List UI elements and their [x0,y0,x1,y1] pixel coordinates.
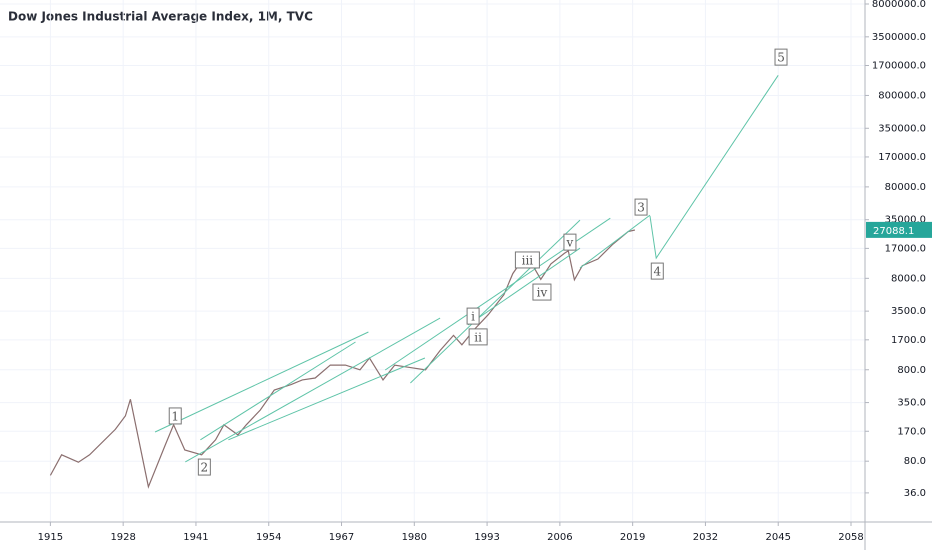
trend-line [228,357,426,441]
wave-label: iv [537,286,548,300]
x-tick-label: 1980 [402,532,427,543]
y-tick-label: 800.0 [897,365,926,376]
wave-box [468,328,488,346]
y-tick-label: 1700000.0 [872,61,926,72]
wave-box [168,407,182,425]
wave-label: 2 [201,461,209,475]
wave-box [774,48,788,66]
wave-label: 1 [171,409,179,423]
last-price-label: 27088.1 [873,226,914,237]
y-tick-label: 350.0 [897,398,926,409]
trend-line [384,217,611,371]
wave-label: v [566,236,574,250]
x-tick-label: 1954 [256,532,281,543]
y-tick-label: 17000.0 [885,243,926,254]
wave-box [563,233,577,251]
wave-label: 5 [777,51,785,65]
y-tick-label: 80.0 [904,456,926,467]
x-tick-label: 2045 [765,532,790,543]
trend-line [200,341,356,441]
y-tick-label: 35000.0 [885,215,926,226]
last-price-box [866,221,932,238]
y-tick-label: 3500.0 [891,306,926,317]
y-tick-label: 36.0 [904,488,926,499]
x-tick-label: 2006 [547,532,572,543]
y-tick-label: 1700.0 [891,335,926,346]
chart-title: Dow Jones Industrial Average Index, 1M, … [8,10,313,24]
wave-label: 3 [637,201,645,215]
y-tick-label: 80000.0 [885,182,926,193]
x-tick-label: 2032 [693,532,718,543]
x-tick-label: 1993 [474,532,499,543]
y-tick-label: 8000.0 [891,273,926,284]
wave-label: i [471,310,475,324]
wave-box [466,307,480,325]
y-tick-label: 800000.0 [878,90,926,101]
wave-box [197,458,211,476]
trend-line [154,331,369,433]
y-tick-label: 350000.0 [878,123,926,134]
price-line [49,229,636,489]
y-tick-label: 8000000.0 [872,0,926,10]
trend-line [185,317,441,463]
wave-box [532,283,552,301]
x-tick-label: 2058 [838,532,863,543]
trend-line [410,219,581,384]
x-tick-label: 2019 [620,532,645,543]
wave-label: ii [474,330,482,344]
y-tick-label: 3500000.0 [872,32,926,43]
trend-line [579,214,651,269]
wave-label: iii [522,253,534,267]
x-tick-label: 1928 [110,532,135,543]
wave-box [514,251,540,269]
wave-box [650,262,664,280]
y-tick-label: 170.0 [897,426,926,437]
wave-box [634,198,648,216]
x-tick-label: 1967 [329,532,354,543]
x-tick-label: 1915 [38,532,63,543]
x-tick-label: 1941 [183,532,208,543]
projection-line [649,75,779,260]
trend-line [467,247,581,326]
wave-label: 4 [653,265,661,279]
y-tick-label: 170000.0 [878,152,926,163]
